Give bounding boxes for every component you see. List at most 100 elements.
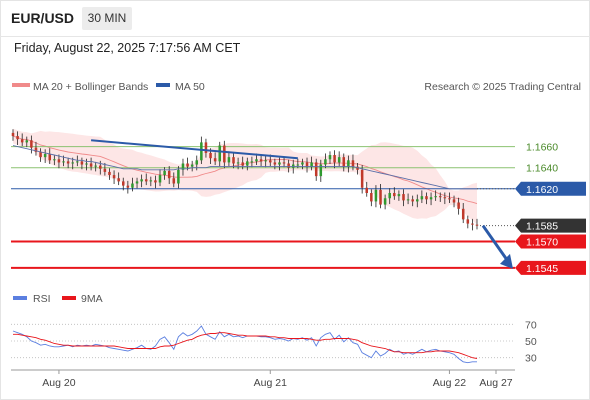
candle-body bbox=[347, 160, 350, 167]
candle-body bbox=[471, 223, 474, 225]
credit-text: Research © 2025 Trading Central bbox=[424, 81, 581, 93]
candle-body bbox=[241, 162, 244, 166]
ma50-legend-label: MA 50 bbox=[175, 81, 205, 93]
rsi-tick-label: 50 bbox=[525, 336, 537, 348]
candle-body bbox=[154, 180, 157, 183]
candle-body bbox=[370, 193, 373, 202]
candle-body bbox=[434, 196, 437, 198]
candle-body bbox=[388, 193, 391, 199]
candle-body bbox=[181, 163, 185, 170]
candle-body bbox=[360, 169, 364, 188]
candle-body bbox=[94, 165, 97, 167]
candle-body bbox=[461, 208, 465, 220]
candle-body bbox=[108, 171, 111, 176]
candle-body bbox=[383, 198, 387, 205]
candle-body bbox=[66, 161, 70, 164]
candle-body bbox=[20, 139, 24, 143]
candle-body bbox=[429, 197, 433, 200]
candle-body bbox=[393, 193, 396, 197]
header-bar: EUR/USD 30 MIN bbox=[0, 0, 590, 37]
candle-body bbox=[269, 160, 272, 163]
candle-body bbox=[314, 162, 318, 177]
level-tag-label: 1.1570 bbox=[526, 237, 558, 249]
candle-body bbox=[140, 179, 143, 182]
candle-body bbox=[200, 142, 203, 161]
rsi-legend-label: RSI bbox=[33, 293, 51, 305]
candle-body bbox=[218, 145, 221, 162]
candle-body bbox=[287, 163, 290, 168]
candle-body bbox=[236, 162, 240, 164]
candle-body bbox=[443, 197, 447, 199]
candle-body bbox=[425, 196, 428, 200]
candle-body bbox=[117, 178, 120, 182]
candle-body bbox=[135, 181, 139, 184]
x-tick-label: Aug 20 bbox=[42, 377, 75, 389]
candle-body bbox=[99, 165, 102, 169]
level-label: 1.1640 bbox=[526, 163, 558, 175]
candle-body bbox=[328, 155, 332, 160]
candle-body bbox=[80, 161, 84, 165]
ma50-legend-swatch bbox=[156, 83, 170, 87]
last-price-tag bbox=[515, 218, 586, 233]
candle-body bbox=[190, 164, 194, 167]
datetime-label: Friday, August 22, 2025 7:17:56 AM CET bbox=[14, 41, 241, 55]
candle-body bbox=[48, 153, 52, 161]
candle-body bbox=[466, 219, 470, 224]
candle-body bbox=[457, 202, 460, 209]
candle-body bbox=[250, 161, 254, 163]
candle-body bbox=[43, 153, 47, 158]
rsi-legend-swatch bbox=[13, 296, 27, 300]
candle-body bbox=[305, 162, 309, 167]
candle-body bbox=[34, 147, 38, 152]
candle-body bbox=[232, 157, 235, 164]
candle-body bbox=[121, 181, 125, 186]
ma20-line bbox=[12, 135, 478, 205]
candle-body bbox=[204, 142, 208, 153]
candle-body bbox=[246, 161, 249, 166]
candle-body bbox=[85, 163, 88, 165]
candle-body bbox=[397, 194, 401, 197]
candle-body bbox=[416, 199, 419, 202]
candle-body bbox=[356, 166, 359, 170]
candle-body bbox=[16, 136, 19, 140]
rsi-tick-label: 70 bbox=[525, 319, 537, 331]
candle-body bbox=[291, 164, 295, 168]
resistance-trendline bbox=[91, 139, 298, 160]
candle-body bbox=[264, 160, 267, 162]
candle-body bbox=[163, 170, 166, 176]
candle-body bbox=[177, 169, 180, 184]
rsi-ma-legend-swatch bbox=[62, 296, 76, 300]
candle-body bbox=[126, 185, 130, 188]
candle-body bbox=[209, 152, 212, 159]
candle-body bbox=[282, 162, 286, 164]
symbol-title: EUR/USD bbox=[11, 10, 75, 26]
candle-body bbox=[89, 163, 93, 167]
candlesticks bbox=[11, 129, 479, 231]
candle-body bbox=[273, 162, 277, 165]
level-tag bbox=[515, 234, 586, 249]
candle-body bbox=[379, 189, 382, 205]
candle-body bbox=[333, 155, 336, 163]
candle-body bbox=[144, 179, 148, 182]
candle-body bbox=[319, 164, 323, 177]
candle-body bbox=[351, 160, 355, 167]
candle-body bbox=[172, 178, 176, 184]
candle-body bbox=[438, 196, 442, 198]
rsi-panel: 70 50 30 bbox=[11, 319, 537, 365]
forecast-arrow-head bbox=[500, 253, 513, 269]
candle-body bbox=[57, 159, 61, 163]
candle-body bbox=[420, 196, 424, 200]
bollinger-bands bbox=[12, 128, 478, 225]
timeframe-button[interactable]: 30 MIN bbox=[82, 7, 132, 30]
rsi-ma-legend-label: 9MA bbox=[81, 293, 103, 305]
rsi-line bbox=[12, 325, 477, 364]
candle-body bbox=[278, 162, 281, 165]
candle-body bbox=[310, 162, 313, 167]
bollinger-band-area bbox=[13, 128, 477, 225]
candle-body bbox=[337, 157, 341, 163]
forecast-arrow-shaft bbox=[481, 224, 509, 261]
candle-body bbox=[374, 189, 378, 202]
last-price-label: 1.1585 bbox=[526, 221, 558, 233]
level-tag bbox=[515, 181, 586, 196]
candle-body bbox=[103, 168, 107, 172]
